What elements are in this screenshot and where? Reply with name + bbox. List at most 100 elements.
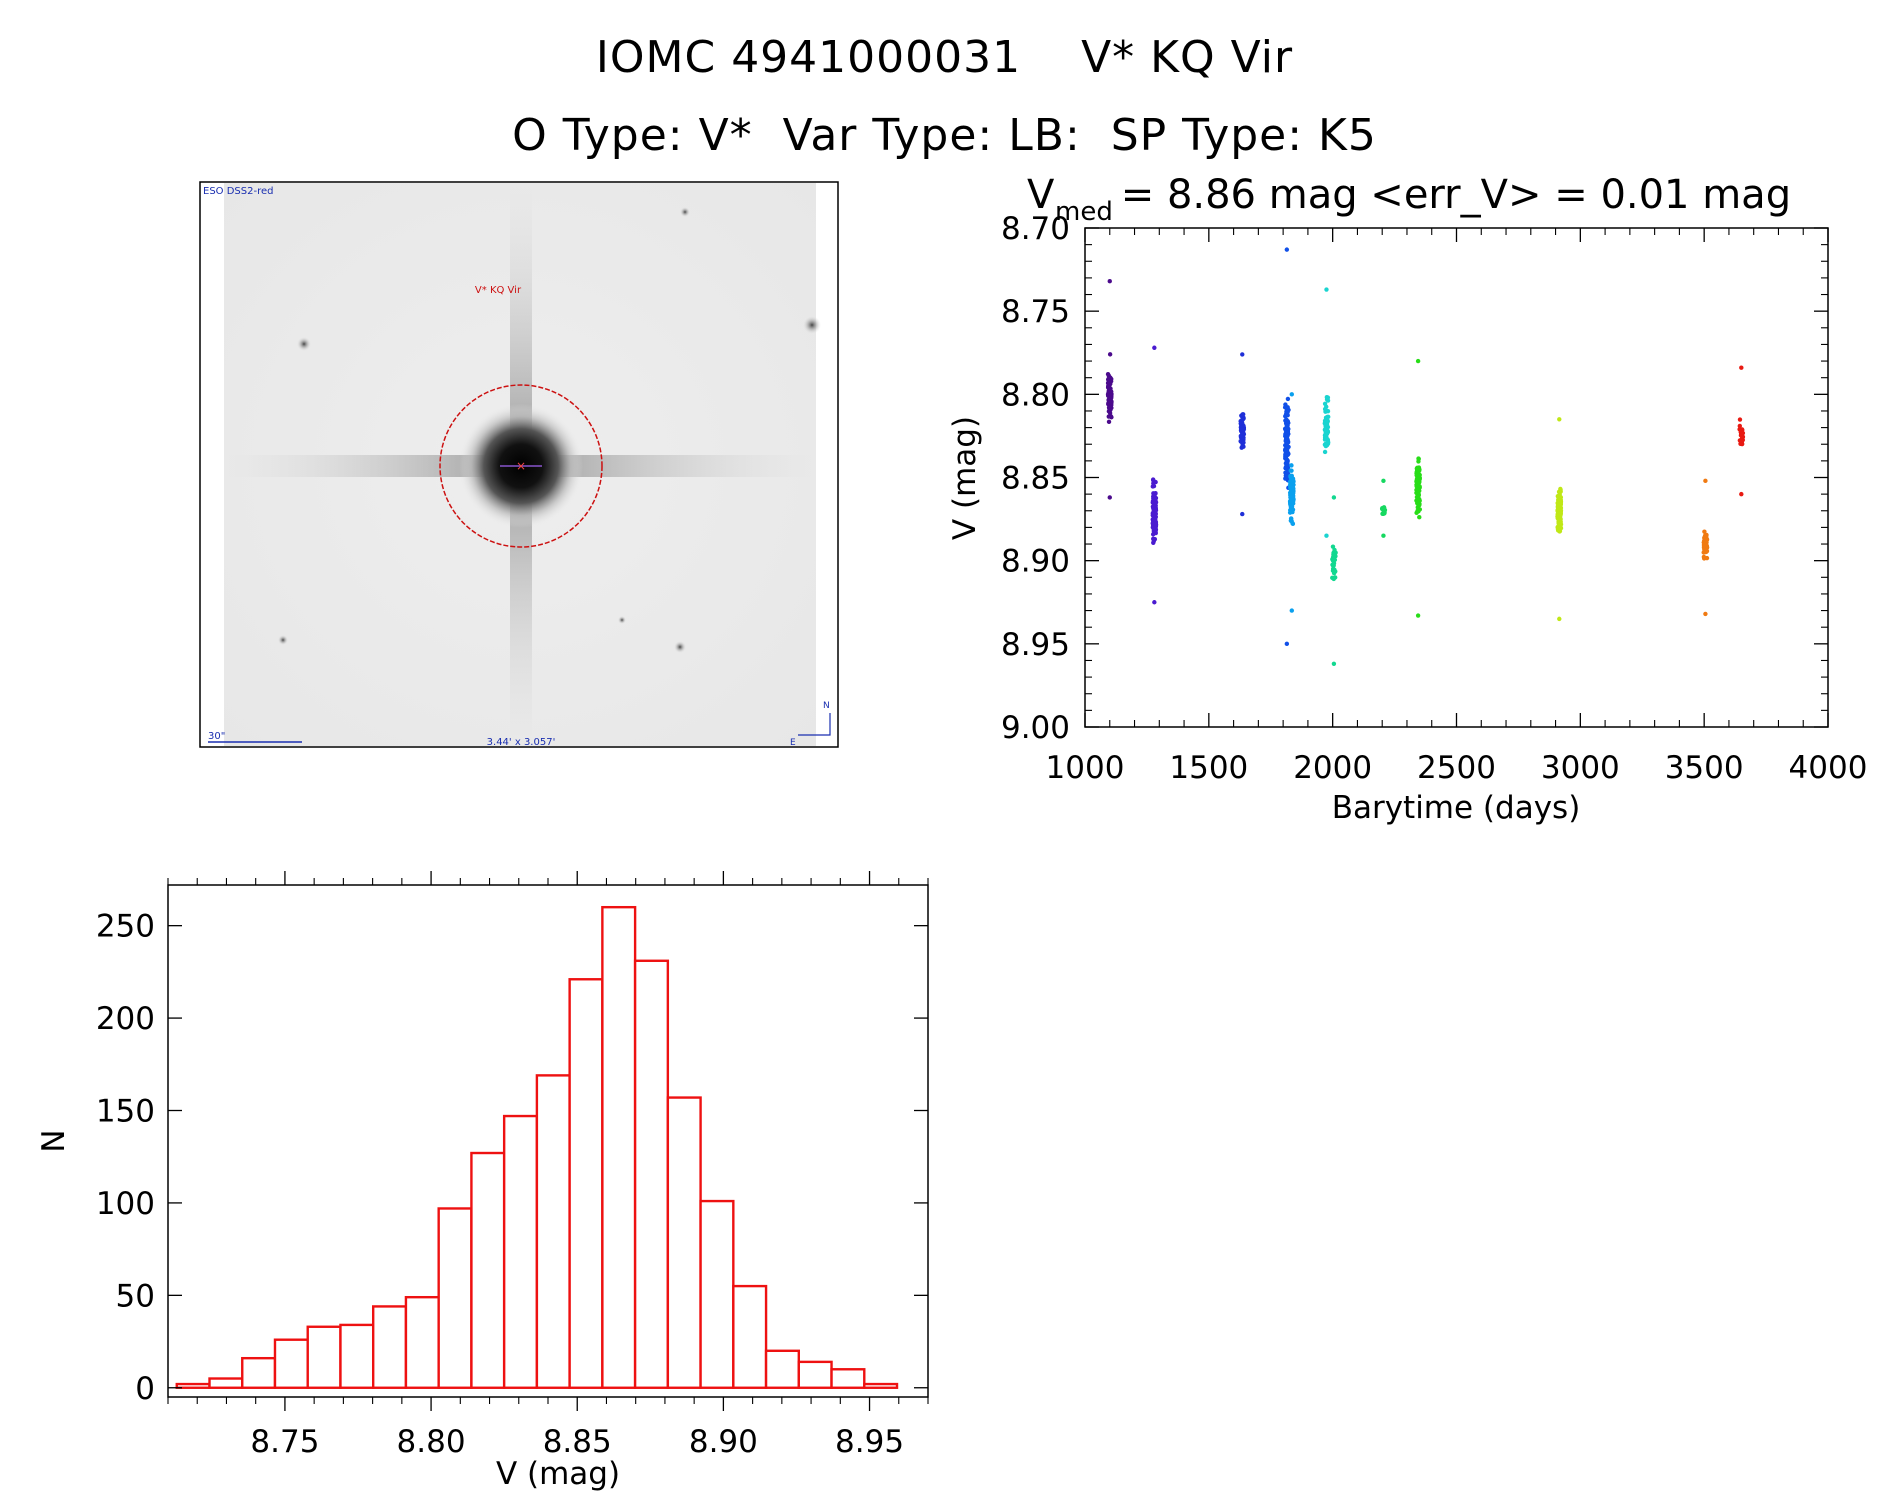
lc-data-point: [1739, 437, 1744, 443]
lc-data-point: [1326, 414, 1331, 420]
lc-data-point: [1290, 521, 1296, 527]
lc-title-v: V: [1027, 172, 1055, 218]
lc-data-point: [1330, 562, 1335, 567]
lc-data-point: [1739, 365, 1744, 370]
lc-data-point: [1556, 501, 1561, 507]
lc-data-point: [1417, 484, 1422, 489]
lc-data-point: [1285, 396, 1291, 402]
hist-x-tick-label: 8.90: [689, 1424, 758, 1460]
hist-bar: [502, 1114, 539, 1389]
survey-label: ESO DSS2-red: [203, 186, 273, 197]
lc-data-point: [1286, 444, 1291, 450]
hist-y-tick-labels: 0 50 100 150 200 250: [96, 909, 155, 1407]
lc-data-point: [1323, 422, 1329, 428]
lc-data-point: [1382, 510, 1387, 515]
lc-data-point: [1283, 414, 1288, 419]
light-curve-chart: V med = 8.86 mag <err_V> = 0.01 mag 1000…: [947, 172, 1867, 826]
field-star: [297, 337, 311, 351]
lc-data-point: [1240, 412, 1245, 418]
hist-bar: [535, 1074, 571, 1389]
lc-data-point: [1703, 478, 1708, 484]
lc-data-point: [1381, 505, 1387, 510]
lc-data-point: [1289, 463, 1294, 468]
lc-x-tick-label: 3000: [1541, 750, 1620, 786]
lc-data-point: [1558, 489, 1563, 494]
lc-data-point: [1417, 507, 1423, 512]
lc-data-point: [1152, 507, 1158, 512]
lc-data-point: [1331, 495, 1337, 500]
lc-data-point: [1558, 525, 1563, 530]
lc-data-point: [1323, 441, 1328, 447]
lc-data-point: [1106, 379, 1111, 384]
lc-series-season-6: [1322, 287, 1331, 538]
lc-data-point: [1239, 427, 1245, 432]
hist-bar: [339, 1323, 375, 1389]
lc-y-tick-label: 8.80: [1001, 377, 1070, 413]
lc-data-point: [1289, 392, 1295, 397]
hist-x-axis-label: V (mag): [496, 1456, 620, 1492]
lc-data-point: [1288, 468, 1293, 473]
lc-data-point: [1288, 507, 1293, 513]
field-star: [674, 641, 686, 653]
lc-data-point: [1417, 498, 1422, 504]
lc-title-text: = 8.86 mag <err_V> = 0.01 mag: [1108, 172, 1791, 218]
hist-bar: [601, 905, 637, 1389]
lc-y-axis-label: V (mag): [947, 416, 983, 540]
lc-x-tick-label: 1000: [1046, 750, 1125, 786]
lc-x-axis-label: Barytime (days): [1332, 790, 1581, 826]
lc-data-point: [1285, 431, 1290, 437]
lc-data-point: [1701, 556, 1707, 561]
hist-bar: [633, 959, 670, 1389]
lc-data-point: [1153, 495, 1159, 501]
lc-data-point: [1737, 427, 1742, 432]
field-size-label: 3.44' x 3.057': [487, 737, 556, 748]
lc-data-point: [1152, 600, 1157, 605]
hist-bar: [306, 1325, 342, 1389]
target-aperture-circle: [439, 384, 603, 548]
lc-data-point: [1284, 641, 1290, 647]
compass-arrows: [798, 713, 831, 736]
lc-data-point: [1737, 423, 1743, 429]
field-star: [803, 316, 821, 334]
hist-bar: [404, 1295, 440, 1389]
lc-data-point: [1324, 287, 1329, 292]
hist-bar: [437, 1207, 473, 1389]
lc-data-point: [1702, 547, 1707, 552]
lc-data-point: [1737, 417, 1743, 422]
hist-x-tick-label: 8.75: [250, 1424, 319, 1460]
lc-data-point: [1152, 521, 1158, 527]
compass-east: E: [790, 738, 796, 748]
lc-data-point: [1557, 417, 1562, 422]
lc-data-point: [1107, 279, 1112, 284]
hist-bar: [372, 1305, 408, 1389]
hist-bars: [175, 905, 899, 1389]
lc-data-point: [1415, 487, 1421, 493]
lc-x-tick-label: 4000: [1789, 750, 1868, 786]
hist-y-tick-label: 200: [96, 1001, 155, 1037]
lc-data-point: [1290, 485, 1296, 490]
field-star: [680, 207, 690, 217]
lc-data-point: [1381, 478, 1386, 484]
lc-data-point: [1152, 516, 1158, 522]
hist-bar: [273, 1338, 309, 1389]
lc-y-tick-label: 8.85: [1001, 461, 1070, 497]
lc-data-point: [1331, 576, 1336, 582]
lc-series-season-12: [1737, 365, 1746, 497]
hist-y-tick-label: 50: [116, 1278, 155, 1314]
lc-title-subscript: med: [1055, 197, 1113, 227]
hist-bar: [830, 1368, 866, 1389]
target-label: V* KQ Vir: [475, 285, 522, 296]
lc-data-point: [1106, 419, 1112, 425]
lc-data-point: [1284, 419, 1290, 425]
lc-y-tick-label: 9.00: [1001, 710, 1070, 746]
lc-data-point: [1151, 527, 1157, 533]
lc-series-season-1: [1105, 279, 1114, 500]
hist-bar: [666, 1096, 702, 1389]
lc-data-point: [1239, 420, 1245, 425]
lc-data-point: [1330, 566, 1336, 572]
lc-data-point: [1703, 611, 1708, 617]
hist-bar: [470, 1151, 506, 1389]
lc-data-point: [1284, 247, 1290, 252]
hist-ticks: [167, 871, 929, 1411]
